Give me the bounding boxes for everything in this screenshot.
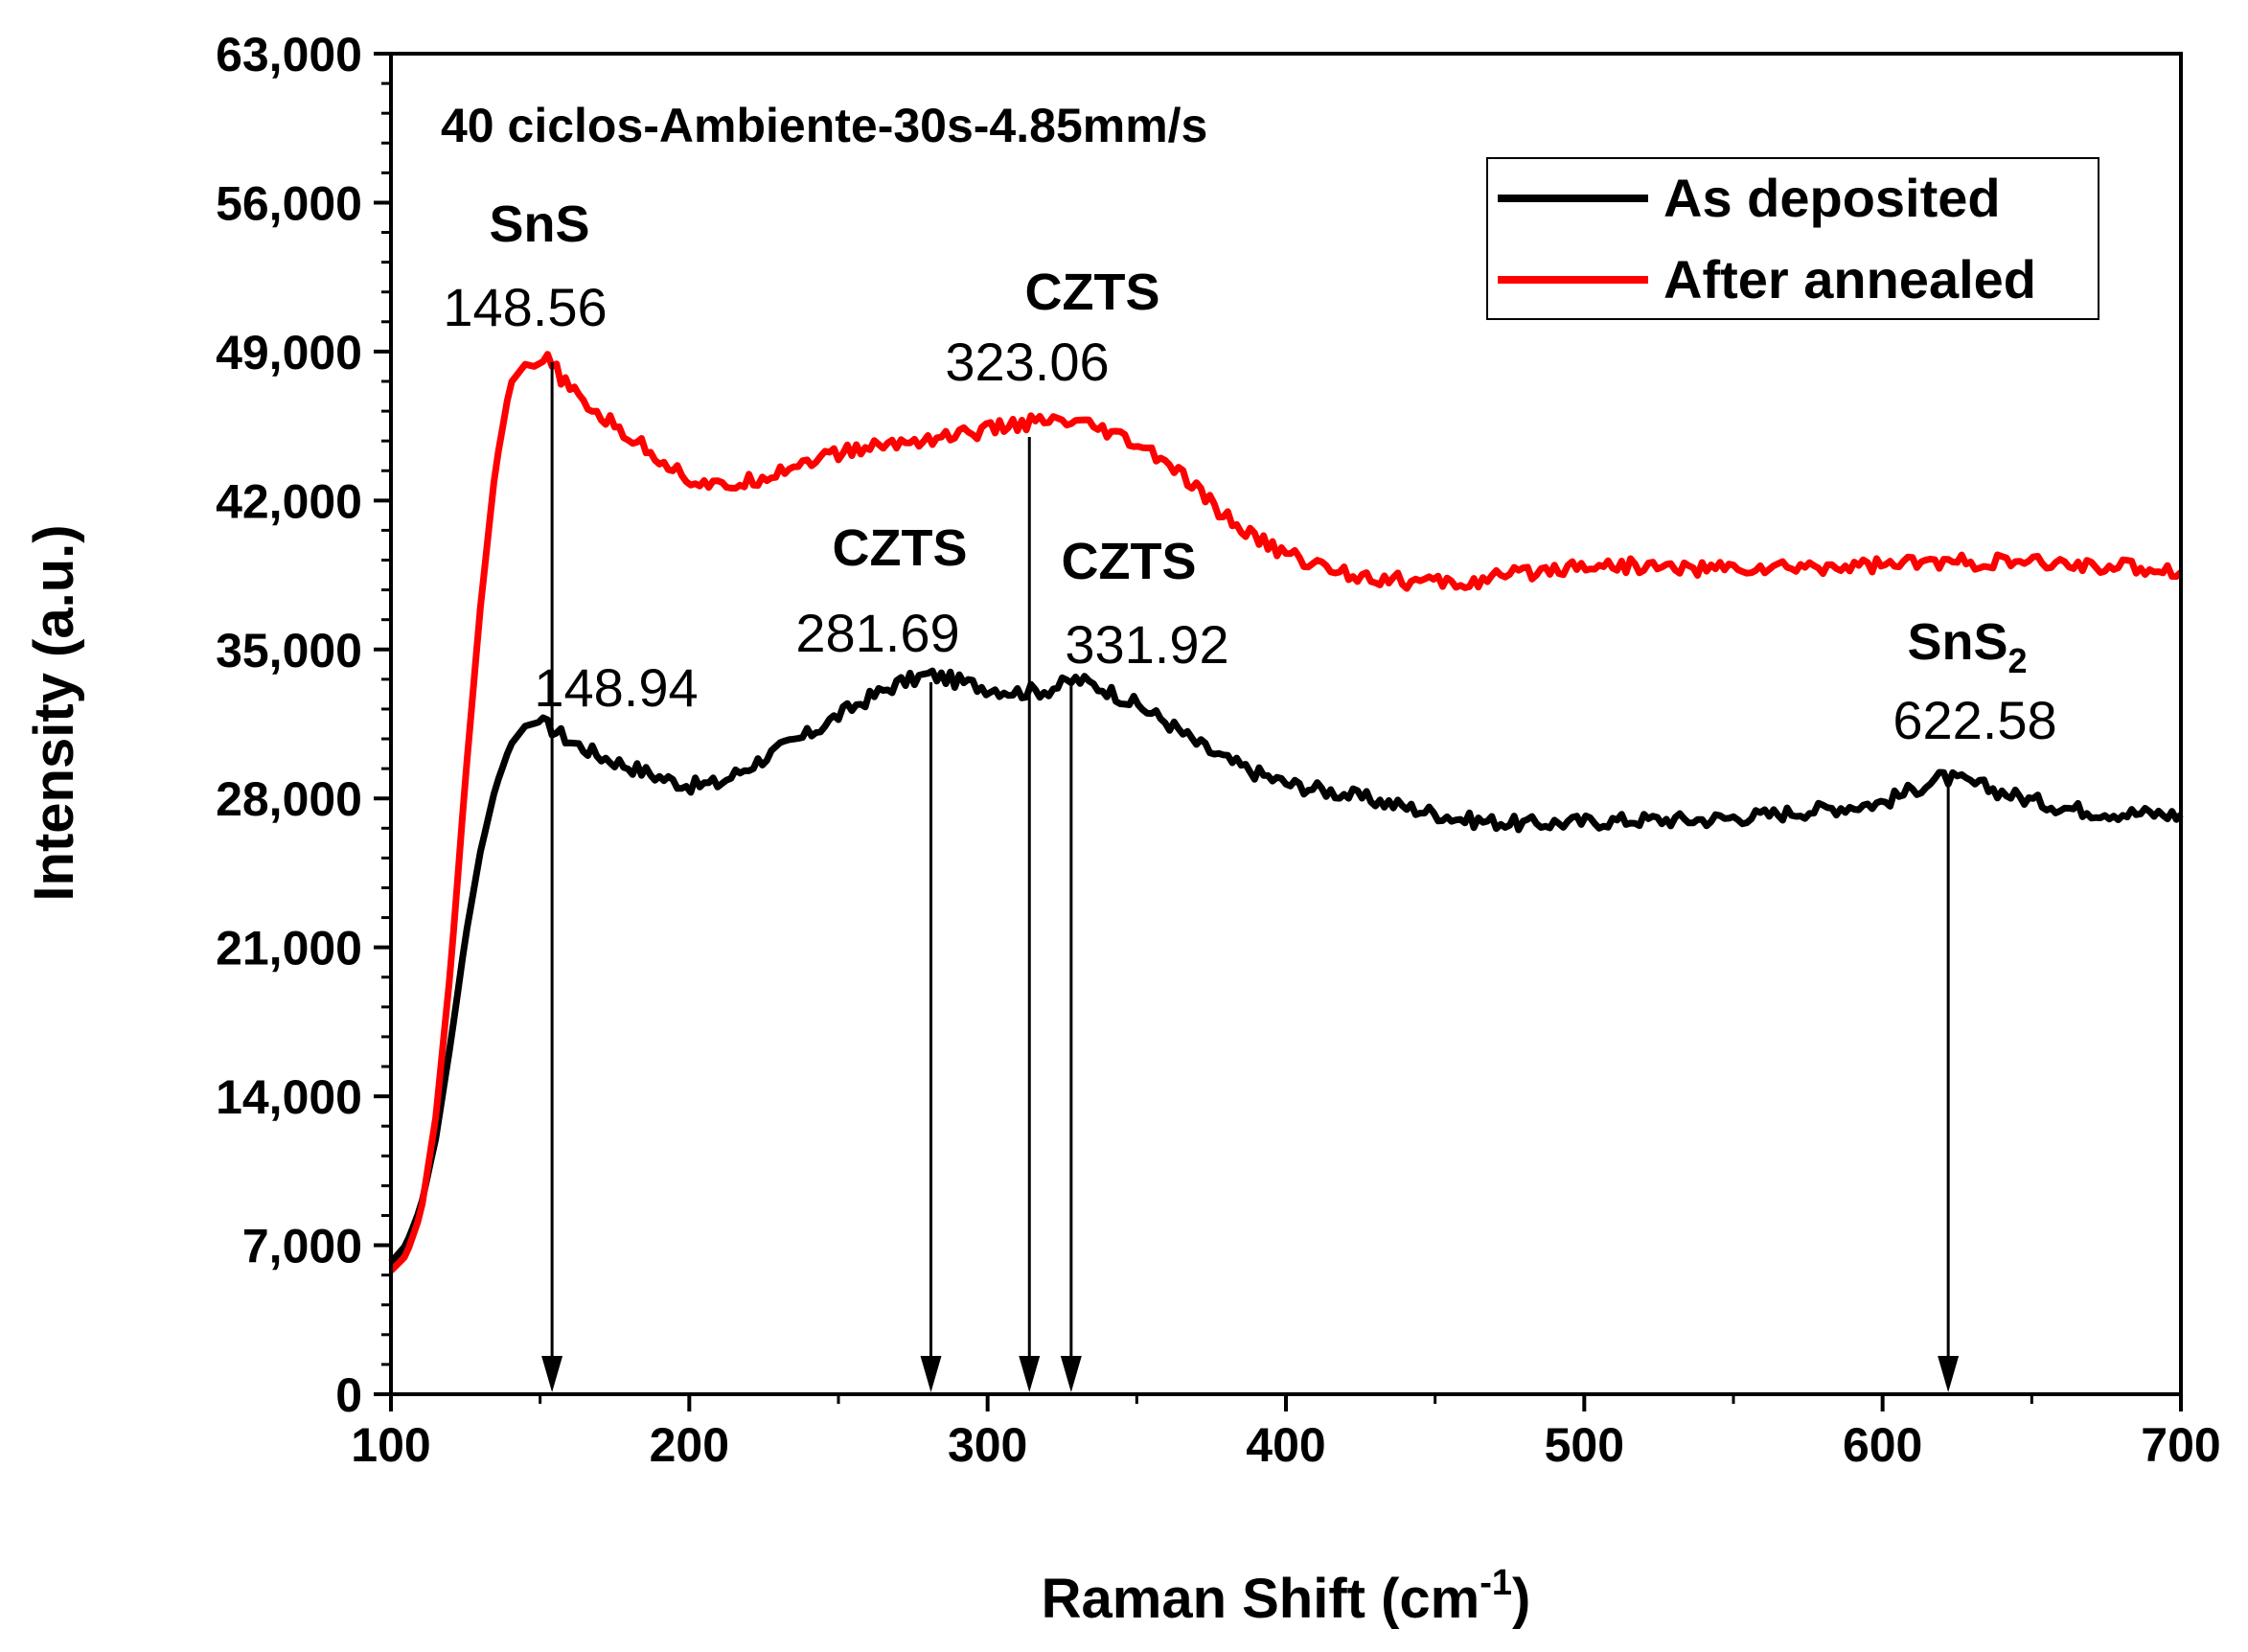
- x-tick-label: 400: [1246, 1418, 1325, 1472]
- peak-value: 148.56: [443, 277, 607, 337]
- peak-arrow-head: [1060, 1356, 1082, 1392]
- y-tick-label: 21,000: [216, 922, 362, 975]
- y-tick-label: 0: [335, 1368, 362, 1422]
- series-line-as-deposited: [388, 667, 2184, 1265]
- y-tick-label: 7,000: [242, 1220, 362, 1273]
- x-tick-labels: 100 200 300 400 500 600 700: [351, 1418, 2220, 1472]
- peak-value: 323.06: [945, 332, 1109, 392]
- y-tick-label: 49,000: [216, 326, 362, 379]
- x-axis-title-suffix: ): [1512, 1568, 1530, 1630]
- y-tick-label: 56,000: [216, 176, 362, 230]
- peak-value: 148.94: [534, 657, 698, 718]
- y-tick-label: 42,000: [216, 474, 362, 528]
- peak-label: CZTS: [1062, 533, 1197, 590]
- x-axis-title-main: Raman Shift (cm: [1042, 1568, 1480, 1630]
- y-tick-label: 28,000: [216, 772, 362, 826]
- y-tick-label: 14,000: [216, 1070, 362, 1124]
- peak-arrow-head: [920, 1356, 942, 1392]
- peak-value: 281.69: [795, 603, 959, 663]
- x-axis-title-superscript: -1: [1480, 1563, 1512, 1603]
- series-layer: [388, 351, 2184, 1273]
- annotation-layer: SnS 148.56 CZTS 323.06 148.94 CZTS 281.69 CZTS 3…: [443, 195, 2057, 1392]
- peak-arrow-head: [1019, 1356, 1041, 1392]
- plot-frame: [389, 52, 2183, 1396]
- legend: As deposited After annealed: [1486, 157, 2099, 320]
- peak-label: SnS: [489, 195, 589, 253]
- legend-label-after-annealed: After annealed: [1663, 249, 2036, 310]
- peak-value: 622.58: [1892, 690, 2056, 750]
- x-tick-label: 500: [1545, 1418, 1624, 1472]
- x-tick-label: 300: [948, 1418, 1027, 1472]
- legend-label-as-deposited: As deposited: [1663, 168, 2001, 228]
- y-tick-label: 63,000: [216, 28, 362, 81]
- y-axis-title: Intensity (a.u.): [23, 524, 85, 901]
- series-line-after-annealed: [388, 351, 2184, 1273]
- peak-arrow-head: [1938, 1356, 1960, 1392]
- x-tick-label: 700: [2141, 1418, 2220, 1472]
- x-tick-label: 100: [351, 1418, 430, 1472]
- y-tick-label: 35,000: [216, 624, 362, 677]
- peak-value: 331.92: [1065, 614, 1228, 675]
- peak-label: CZTS: [833, 519, 968, 577]
- peak-label: CZTS: [1025, 264, 1160, 321]
- x-axis-title: Raman Shift (cm-1): [1042, 1563, 1531, 1630]
- plot-title: 40 ciclos-Ambiente-30s-4.85mm/s: [441, 99, 1207, 152]
- peak-arrow-head: [541, 1356, 563, 1392]
- y-tick-labels: 0 7,000 14,000 21,000 28,000 35,000 42,000 49,0…: [216, 28, 362, 1422]
- x-tick-label: 600: [1843, 1418, 1922, 1472]
- legend-box: [1486, 157, 2099, 320]
- peak-label: SnS2: [1907, 613, 2027, 680]
- x-tick-label: 200: [650, 1418, 729, 1472]
